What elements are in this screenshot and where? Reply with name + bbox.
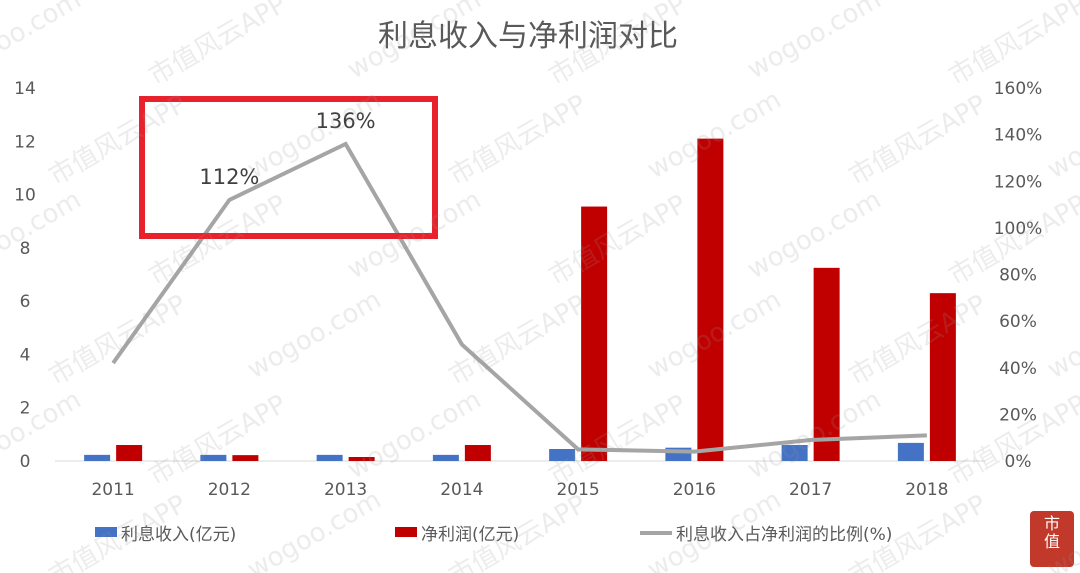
right-tick-label: 100% <box>994 219 1043 239</box>
left-tick-label: 12 <box>14 132 36 152</box>
x-tick-label: 2012 <box>208 480 251 500</box>
legend-swatch <box>95 527 117 537</box>
chart-title: 利息收入与净利润对比 <box>378 19 678 54</box>
bar-profit <box>697 138 724 461</box>
highlight-box <box>139 96 438 239</box>
bar-interest <box>897 442 924 461</box>
x-tick-label: 2014 <box>440 480 483 500</box>
x-tick-label: 2017 <box>789 480 832 500</box>
bar-interest <box>432 454 459 461</box>
bar-profit <box>348 457 375 461</box>
bar-profit <box>929 293 956 461</box>
right-tick-label: 0% <box>1005 452 1032 472</box>
right-tick-label: 40% <box>999 359 1037 379</box>
bar-profit <box>581 206 608 461</box>
bar-interest <box>781 445 808 461</box>
x-tick-label: 2013 <box>324 480 367 500</box>
bar-profit <box>232 455 259 461</box>
bar-interest <box>549 449 576 461</box>
left-tick-label: 2 <box>20 399 31 419</box>
left-tick-label: 8 <box>20 239 31 259</box>
bar-interest <box>84 454 111 461</box>
legend-label: 利息收入占净利润的比例(%) <box>676 525 892 545</box>
bar-interest <box>316 454 343 461</box>
left-tick-label: 10 <box>14 186 36 206</box>
x-tick-label: 2018 <box>905 480 948 500</box>
legend-swatch <box>395 527 417 537</box>
legend-label: 净利润(亿元) <box>421 525 519 545</box>
data-label: 136% <box>316 109 376 133</box>
bar-profit <box>813 267 840 461</box>
data-label: 112% <box>199 165 259 189</box>
bar-profit <box>464 445 491 461</box>
bar-interest <box>200 454 227 461</box>
x-tick-label: 2011 <box>91 480 134 500</box>
left-tick-label: 6 <box>20 292 31 312</box>
x-tick-label: 2015 <box>556 480 599 500</box>
right-tick-label: 80% <box>999 266 1037 286</box>
watermark-logo: 市值 <box>1030 511 1074 567</box>
left-tick-label: 14 <box>14 79 36 99</box>
legend-label: 利息收入(亿元) <box>121 525 236 545</box>
right-tick-label: 120% <box>994 172 1043 192</box>
bar-profit <box>116 445 143 461</box>
right-tick-label: 20% <box>999 405 1037 425</box>
left-tick-label: 4 <box>20 345 31 365</box>
ratio-line <box>111 141 927 454</box>
left-tick-label: 0 <box>20 452 31 472</box>
right-tick-label: 140% <box>994 126 1043 146</box>
right-tick-label: 160% <box>994 79 1043 99</box>
x-tick-label: 2016 <box>673 480 716 500</box>
right-tick-label: 60% <box>999 312 1037 332</box>
